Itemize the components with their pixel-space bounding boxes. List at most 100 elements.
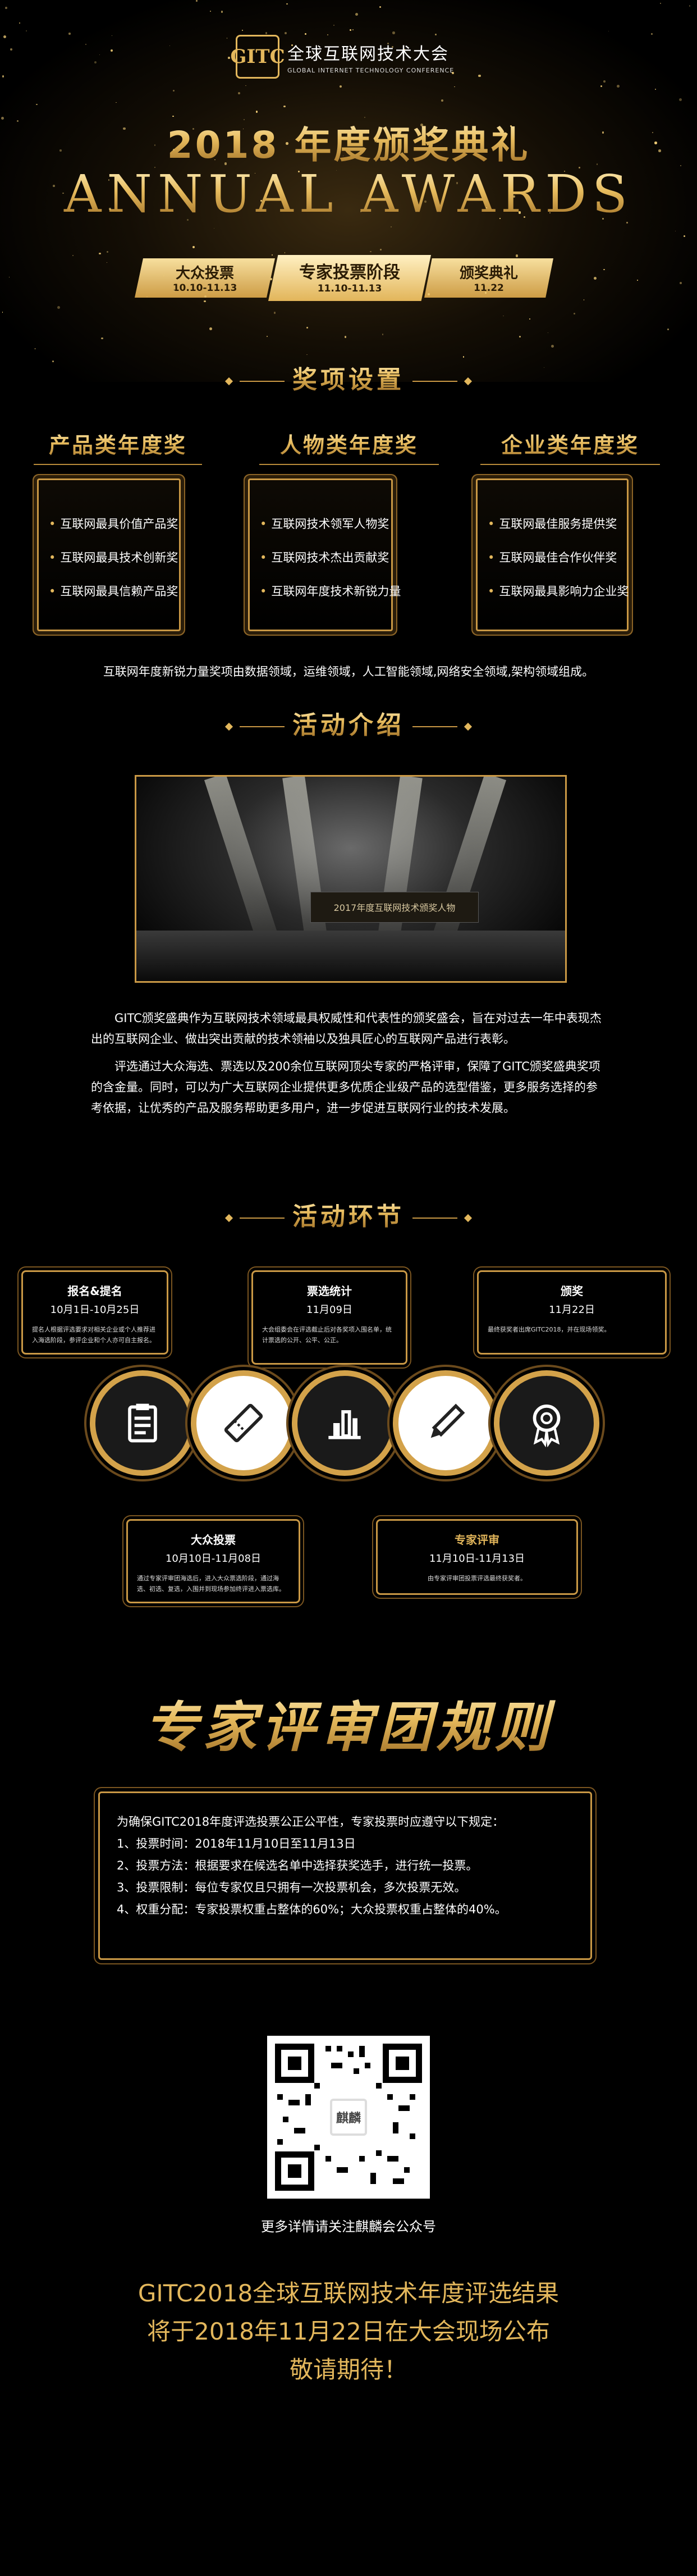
sparkle-particle bbox=[277, 281, 279, 284]
sparkle-particle bbox=[172, 115, 174, 117]
sparkle-particle bbox=[499, 218, 501, 219]
sparkle-particle bbox=[516, 254, 519, 257]
sparkle-particle bbox=[379, 6, 381, 8]
sparkle-particle bbox=[306, 327, 309, 329]
sparkle-particle bbox=[272, 254, 273, 256]
sparkle-particle bbox=[392, 31, 395, 34]
sparkle-particle bbox=[404, 49, 406, 51]
sparkle-particle bbox=[456, 182, 458, 184]
rules-line: 2、投票方法：根据要求在候选名单中选择获奖选手，进行统一投票。 bbox=[117, 1859, 478, 1872]
sparkle-particle bbox=[241, 29, 243, 31]
sparkle-particle bbox=[427, 293, 430, 296]
stage-date: 11.22 bbox=[474, 282, 504, 294]
logo-chinese-name: 全球互联网技术大会 bbox=[287, 44, 449, 64]
sparkle-particle bbox=[654, 89, 656, 90]
gitc-logo-mark: GITC bbox=[230, 35, 285, 79]
pencil-icon bbox=[393, 1370, 498, 1476]
sparkle-particle bbox=[270, 278, 273, 280]
process-chain bbox=[90, 1370, 612, 1477]
sparkle-particle bbox=[101, 337, 103, 340]
step-title: 票选统计 bbox=[307, 1284, 352, 1298]
step-date: 11月10日-11月13日 bbox=[429, 1553, 525, 1565]
qr-caption: 更多详情请关注麒麟会公众号 bbox=[261, 2219, 436, 2235]
sparkle-particle bbox=[636, 279, 639, 281]
sparkle-particle bbox=[680, 165, 681, 166]
clipboard-icon bbox=[90, 1370, 195, 1476]
sparkle-particle bbox=[513, 195, 516, 198]
rules-title: 专家评审团规则 bbox=[0, 1684, 697, 1762]
ornament-line bbox=[412, 1218, 457, 1219]
process-heading: 活动环节 bbox=[0, 1196, 697, 1232]
sparkle-particle bbox=[209, 11, 211, 12]
sparkle-particle bbox=[352, 29, 354, 31]
qr-finder bbox=[383, 2044, 422, 2083]
activity-heading-text: 活动介绍 bbox=[292, 711, 405, 740]
sparkle-particle bbox=[286, 142, 288, 145]
sparkle-particle bbox=[518, 211, 521, 214]
sparkle-particle bbox=[485, 291, 487, 294]
step-title: 专家评审 bbox=[455, 1533, 499, 1547]
qr-finder bbox=[275, 2151, 314, 2191]
activity-heading: 活动介绍 bbox=[0, 705, 697, 741]
sparkle-particle bbox=[297, 170, 300, 173]
sparkle-particle bbox=[435, 34, 437, 35]
stage-ceremony: 颁奖典礼 11.22 bbox=[424, 258, 553, 298]
step-nomination: 报名&提名 10月1日-10月25日 提名人根据评选要求对相关企业或个人推荐进入… bbox=[21, 1270, 168, 1355]
sparkle-particle bbox=[333, 24, 334, 26]
sparkle-particle bbox=[173, 90, 175, 92]
ceremony-photo: 2017年度互联网技术颁奖人物 bbox=[135, 775, 567, 983]
step-text: 最终获奖者出席GITC2018，并在现场领奖。 bbox=[488, 1326, 611, 1333]
sparkle-particle bbox=[123, 127, 126, 130]
sparkle-particle bbox=[169, 45, 170, 46]
sparkle-particle bbox=[228, 57, 230, 59]
sparkle-particle bbox=[284, 31, 287, 35]
sparkle-particle bbox=[115, 102, 117, 103]
sparkle-particle bbox=[8, 276, 10, 278]
sparkle-particle bbox=[2, 75, 4, 78]
sparkle-particle bbox=[304, 33, 306, 35]
step-title: 大众投票 bbox=[191, 1533, 236, 1547]
sparkle-particle bbox=[3, 35, 7, 39]
sparkle-particle bbox=[245, 85, 246, 86]
sparkle-particle bbox=[99, 252, 101, 255]
sparkle-particle bbox=[291, 44, 293, 47]
award-item: 互联网最具影响力企业奖 bbox=[488, 582, 629, 599]
ornament-line bbox=[240, 726, 285, 727]
sparkle-particle bbox=[391, 45, 393, 48]
sparkle-particle bbox=[62, 192, 64, 194]
sparkle-particle bbox=[652, 132, 654, 134]
sparkle-particle bbox=[484, 284, 485, 286]
sparkle-particle bbox=[243, 118, 245, 120]
intro-paragraph: GITC颁奖盛典作为互联网技术领域最具权威性和代表性的颁奖盛会，旨在对过去一年中… bbox=[91, 1011, 602, 1046]
qr-code[interactable]: 麒麟 bbox=[267, 2036, 430, 2199]
step-expert-review: 专家评审 11月10日-11月13日 由专家评审团投票评选最终获奖者。 bbox=[376, 1519, 578, 1595]
stage-date: 11.10-11.13 bbox=[317, 283, 382, 294]
sparkle-particle bbox=[369, 250, 372, 253]
sparkle-particle bbox=[192, 127, 195, 130]
sparkle-particle bbox=[603, 80, 606, 83]
sparkle-particle bbox=[85, 43, 87, 45]
step-date: 11月22日 bbox=[549, 1304, 595, 1316]
sparkle-particle bbox=[610, 174, 612, 176]
sparkle-particle bbox=[344, 336, 347, 338]
sparkle-particle bbox=[529, 318, 531, 320]
sparkle-particle bbox=[173, 289, 175, 291]
sparkle-particle bbox=[441, 99, 444, 102]
awards-heading: 奖项设置 bbox=[0, 359, 697, 395]
step-text: 通过专家评审团海选后，进入大众票选阶段，通过海选、初选、复选，入围并到现场参加终… bbox=[137, 1575, 285, 1593]
award-item: 互联网最具价值产品奖 bbox=[49, 515, 179, 532]
stage-name: 专家投票阶段 bbox=[299, 263, 400, 282]
sparkle-particle bbox=[364, 116, 365, 118]
sparkle-particle bbox=[59, 149, 62, 152]
award-item: 互联网技术杰出贡献奖 bbox=[260, 549, 391, 566]
sparkle-particle bbox=[390, 226, 392, 228]
award-category-title: 人物类年度奖 bbox=[259, 426, 439, 465]
sparkle-particle bbox=[340, 85, 342, 88]
sparkle-particle bbox=[163, 275, 165, 277]
sparkle-particle bbox=[273, 312, 276, 314]
sparkle-particle bbox=[602, 217, 604, 220]
sparkle-particle bbox=[26, 30, 27, 31]
sparkle-particle bbox=[68, 33, 71, 35]
sparkle-particle bbox=[683, 235, 685, 238]
qr-pattern bbox=[277, 2046, 415, 2184]
